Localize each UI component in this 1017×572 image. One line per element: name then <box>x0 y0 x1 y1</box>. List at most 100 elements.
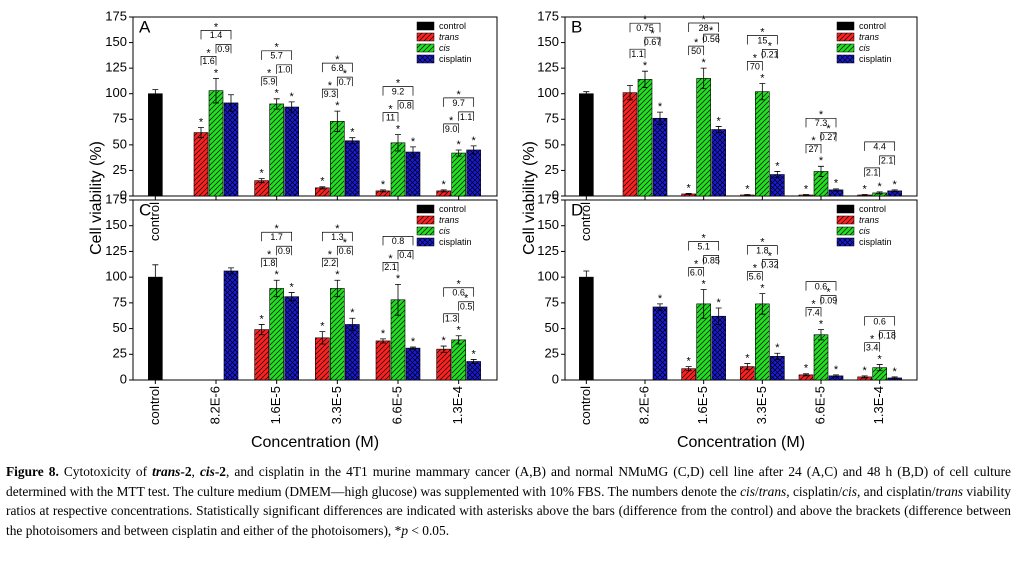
error-bar <box>319 186 326 190</box>
bracket <box>382 112 399 122</box>
bracket <box>443 97 475 107</box>
error-bar <box>818 165 824 177</box>
error-bar <box>273 98 280 110</box>
bracket-significance: * <box>328 80 333 92</box>
significance-mark: * <box>275 88 280 100</box>
significance-mark: * <box>834 364 839 376</box>
ratio-label: 3.4 <box>866 342 879 352</box>
ratio-label: 50 <box>691 46 701 56</box>
x-tick-label: control <box>578 386 593 425</box>
significance-mark: * <box>863 183 868 195</box>
significance-mark: * <box>658 293 663 305</box>
bracket-significance: * <box>267 249 272 261</box>
ratio-label: 5.1 <box>697 241 710 251</box>
bracket <box>805 307 822 317</box>
bracket <box>688 22 720 32</box>
error-bar <box>349 137 356 145</box>
caption-run: Figure 8. <box>6 464 59 479</box>
bracket <box>629 22 661 33</box>
ratio-label: 0.75 <box>636 23 654 33</box>
y-tick-label: 100 <box>105 269 127 284</box>
bracket-significance: * <box>275 42 280 54</box>
bracket <box>746 245 778 255</box>
bracket <box>864 342 881 352</box>
legend-swatch <box>836 215 855 225</box>
x-tick-label: 8.2E-6 <box>636 386 651 424</box>
y-tick-label: 125 <box>537 243 559 258</box>
significance-mark: * <box>260 168 265 180</box>
error-bar <box>685 366 692 372</box>
x-tick-label: 3.3E-5 <box>329 386 344 424</box>
bar <box>269 103 284 197</box>
bracket <box>879 155 896 165</box>
ratio-label: 9.3 <box>324 89 337 99</box>
significance-mark: * <box>396 273 401 285</box>
significance-mark: * <box>472 135 477 147</box>
bracket <box>397 100 414 110</box>
error-bar <box>642 70 648 88</box>
x-tick-label: 3.3E-5 <box>754 386 769 424</box>
significance-mark: * <box>745 352 750 364</box>
error-bar <box>657 303 663 311</box>
bar <box>330 121 345 197</box>
significance-mark: * <box>411 136 416 148</box>
error-bar <box>349 317 356 332</box>
bracket <box>805 143 822 154</box>
x-tick-label: control <box>147 202 162 241</box>
significance-mark: * <box>893 179 898 191</box>
bar <box>451 339 466 381</box>
bracket-significance: * <box>464 293 469 305</box>
error-bar <box>334 110 341 132</box>
significance-mark: * <box>863 365 868 377</box>
legend-swatch <box>416 204 435 214</box>
legend-swatch <box>836 21 855 31</box>
bar <box>755 91 770 197</box>
error-bar <box>440 189 447 193</box>
bar <box>405 347 421 381</box>
bracket-significance: * <box>335 223 340 235</box>
ratio-label: 0.56 <box>702 34 720 44</box>
error-bar <box>288 101 295 113</box>
significance-mark: * <box>878 353 883 365</box>
bracket <box>644 36 661 47</box>
bar <box>436 348 451 381</box>
error-bar <box>228 267 234 275</box>
caption-run: p <box>401 522 409 538</box>
significance-mark: * <box>335 269 340 281</box>
error-bar <box>759 293 766 315</box>
legend-label: cis <box>859 43 870 53</box>
panel-label: D <box>571 200 583 219</box>
caption-run: , <box>191 464 200 479</box>
legend-swatch <box>836 204 855 214</box>
legend-label: trans <box>439 32 460 42</box>
bar <box>696 78 711 197</box>
bracket-significance: * <box>753 263 758 275</box>
bar <box>345 324 360 381</box>
ratio-label: 1.1 <box>631 49 644 59</box>
error-bar <box>685 193 692 195</box>
caption-run: Cytotoxicity of <box>58 464 153 479</box>
bracket-significance: * <box>343 237 348 249</box>
bar <box>193 132 209 197</box>
bracket <box>688 241 720 251</box>
significance-mark: * <box>260 313 265 325</box>
bracket <box>382 235 414 246</box>
legend-swatch <box>416 43 435 53</box>
legend-swatch <box>416 226 435 236</box>
bracket <box>276 64 293 74</box>
legend-swatch <box>416 237 435 247</box>
bracket <box>215 44 232 54</box>
y-tick-label: 150 <box>537 34 559 49</box>
significance-mark: * <box>381 179 386 191</box>
bracket-significance: * <box>643 14 648 26</box>
significance-mark: * <box>643 60 648 72</box>
significance-mark: * <box>350 127 355 139</box>
error-bar <box>876 364 883 372</box>
error-bar <box>657 111 663 125</box>
y-tick-label: 125 <box>105 60 127 75</box>
ratio-label: 1.0 <box>278 65 291 75</box>
caption-run: cis <box>842 483 857 499</box>
bracket <box>629 48 646 59</box>
bracket <box>321 257 338 268</box>
